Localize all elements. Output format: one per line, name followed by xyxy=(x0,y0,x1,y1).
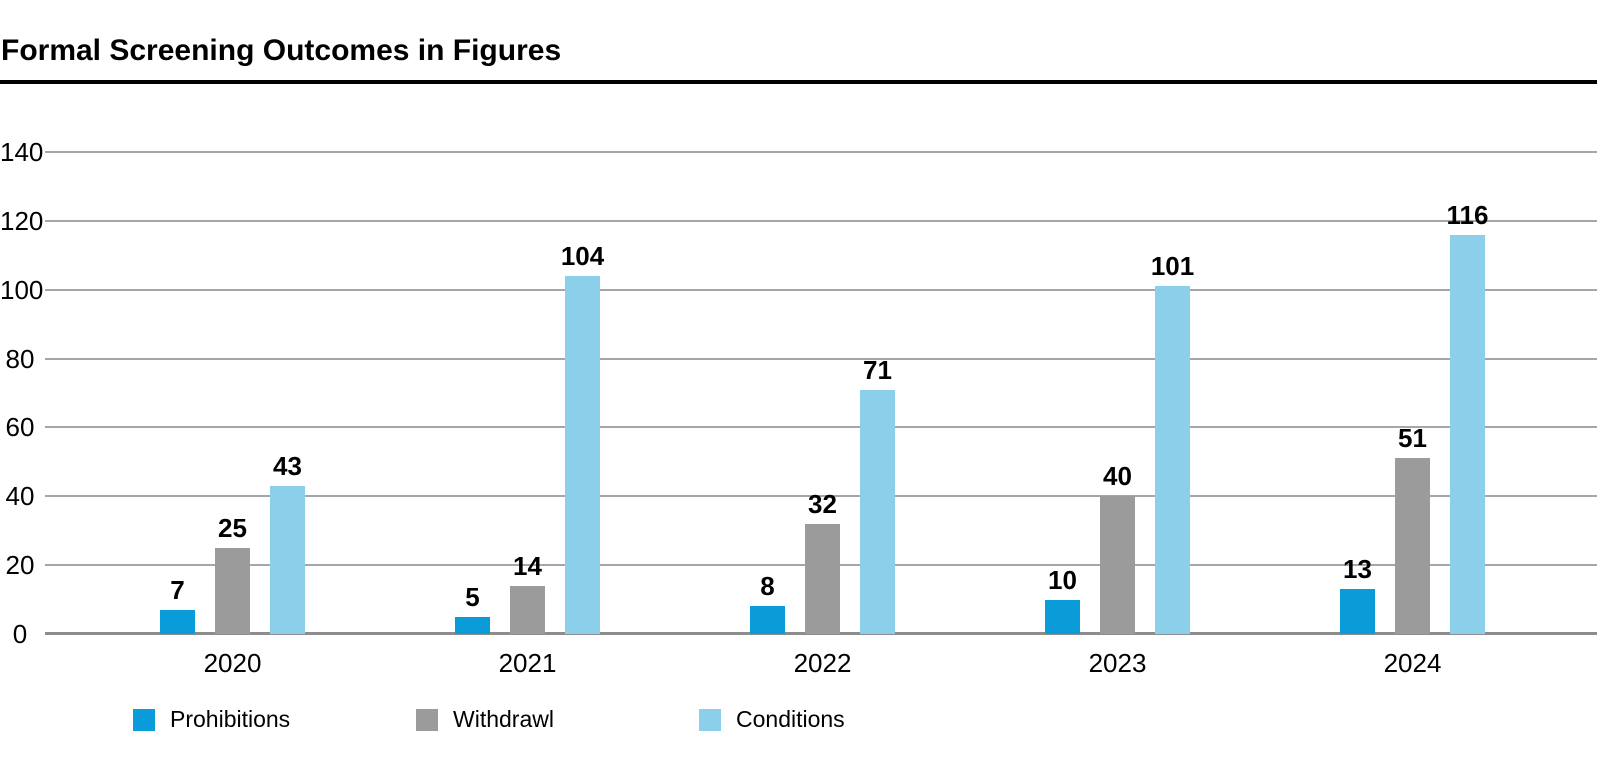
y-tick-label: 20 xyxy=(5,550,35,581)
bar-2023-conditions xyxy=(1155,286,1190,634)
bar-group-2020: 7 25 43 2020 xyxy=(160,152,305,678)
gridline-y120 xyxy=(45,219,1597,222)
bar-value-label: 40 xyxy=(1103,461,1132,491)
chart-title: Formal Screening Outcomes in Figures xyxy=(1,34,562,67)
bar-value-label: 14 xyxy=(513,551,542,581)
bar-group-2021: 5 14 104 2021 xyxy=(455,152,604,678)
bar-col-2023-conditions: 101 xyxy=(1151,152,1194,634)
legend-item-withdrawl: Withdrawl xyxy=(416,706,699,733)
bar-2024-conditions xyxy=(1450,235,1485,634)
gridline-y140 xyxy=(45,151,1597,153)
gridline-y60 xyxy=(45,426,1597,429)
x-axis-label-2022: 2022 xyxy=(793,648,852,678)
bar-col-2023-prohibitions: 10 xyxy=(1045,152,1080,634)
bar-col-2020-prohibitions: 7 xyxy=(160,152,195,634)
bar-value-label: 104 xyxy=(560,241,605,271)
bar-col-2022-conditions: 71 xyxy=(860,152,895,634)
legend-swatch-icon xyxy=(699,708,721,731)
legend: Prohibitions Withdrawl Conditions xyxy=(133,706,982,733)
bar-value-label: 43 xyxy=(273,451,302,481)
legend-item-conditions: Conditions xyxy=(699,706,982,733)
bar-col-2021-prohibitions: 5 xyxy=(455,152,490,634)
bar-col-2023-withdrawl: 40 xyxy=(1100,152,1135,634)
x-axis-label-2023: 2023 xyxy=(1088,648,1147,678)
y-tick-label: 60 xyxy=(5,412,35,443)
bar-2021-withdrawl xyxy=(510,586,545,634)
bar-2022-conditions xyxy=(860,390,895,634)
bar-2020-prohibitions xyxy=(160,610,195,634)
bar-col-2021-conditions: 104 xyxy=(561,152,604,634)
bar-col-2024-conditions: 116 xyxy=(1447,152,1488,634)
bar-2023-withdrawl xyxy=(1100,496,1135,634)
x-axis-label-2021: 2021 xyxy=(498,648,557,678)
bar-2024-withdrawl xyxy=(1395,458,1430,634)
legend-label: Prohibitions xyxy=(170,706,291,732)
legend-label: Conditions xyxy=(736,706,845,732)
legend-swatch-icon xyxy=(133,708,155,731)
bar-2020-withdrawl xyxy=(215,548,250,634)
y-tick-label: 100 xyxy=(0,274,44,305)
bar-group-2023: 10 40 101 2023 xyxy=(1045,152,1194,678)
bar-value-label: 7 xyxy=(170,575,185,605)
bar-value-label: 8 xyxy=(760,571,775,601)
bar-value-label: 5 xyxy=(465,582,480,612)
bar-value-label: 116 xyxy=(1446,200,1489,230)
y-tick-label: 0 xyxy=(12,619,28,649)
legend-swatch-icon xyxy=(416,708,438,731)
y-tick-label: 80 xyxy=(5,343,35,374)
bar-2024-prohibitions xyxy=(1340,589,1375,634)
gridline-y80 xyxy=(45,357,1597,360)
bar-col-2021-withdrawl: 14 xyxy=(510,152,545,634)
bar-col-2022-withdrawl: 32 xyxy=(805,152,840,634)
bar-2022-withdrawl xyxy=(805,524,840,634)
bar-value-label: 13 xyxy=(1343,554,1372,584)
x-axis-label-2024: 2024 xyxy=(1383,648,1442,678)
y-tick-label: 140 xyxy=(0,137,44,167)
plot-area: 0 20 40 60 80 100 120 140 7 25 43 2020 5 14 104 2021 8 32… xyxy=(0,139,1597,678)
bar-2022-prohibitions xyxy=(750,606,785,634)
gridline-y40 xyxy=(45,495,1597,498)
bar-value-label: 101 xyxy=(1150,251,1195,281)
title-rule xyxy=(0,80,1597,84)
bar-col-2022-prohibitions: 8 xyxy=(750,152,785,634)
legend-label: Withdrawl xyxy=(453,706,554,732)
bar-group-2022: 8 32 71 2022 xyxy=(750,152,895,678)
bar-2021-conditions xyxy=(565,276,600,634)
bar-col-2020-withdrawl: 25 xyxy=(215,152,250,634)
bar-group-2024: 13 51 116 2024 xyxy=(1340,152,1488,678)
bar-col-2024-prohibitions: 13 xyxy=(1340,152,1375,634)
y-tick-label: 120 xyxy=(0,205,44,236)
bar-value-label: 51 xyxy=(1398,423,1427,453)
bar-col-2024-withdrawl: 51 xyxy=(1395,152,1430,634)
y-tick-label: 40 xyxy=(5,481,35,512)
bar-2020-conditions xyxy=(270,486,305,634)
x-axis-label-2020: 2020 xyxy=(203,648,262,678)
bar-value-label: 25 xyxy=(218,513,247,543)
bar-col-2020-conditions: 43 xyxy=(270,152,305,634)
bar-value-label: 32 xyxy=(808,489,837,519)
legend-item-prohibitions: Prohibitions xyxy=(133,706,416,733)
bar-2023-prohibitions xyxy=(1045,600,1080,634)
bar-value-label: 71 xyxy=(863,355,892,385)
bar-2021-prohibitions xyxy=(455,617,490,634)
gridline-y100 xyxy=(45,288,1597,291)
bar-value-label: 10 xyxy=(1048,565,1077,595)
